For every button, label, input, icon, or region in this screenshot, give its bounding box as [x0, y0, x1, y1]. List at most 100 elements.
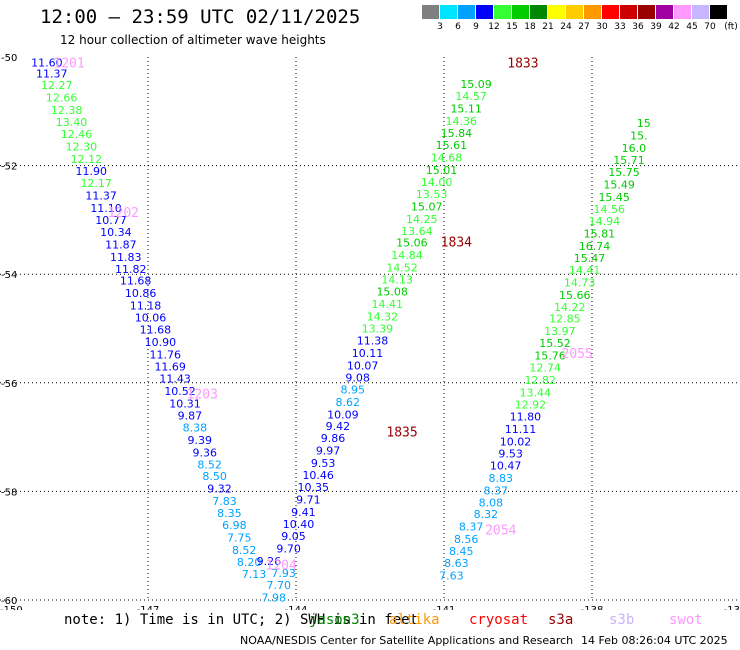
colorbar-swatch [620, 5, 638, 19]
colorbar-swatch [674, 5, 692, 19]
wave-height-label: 14.41 [569, 264, 601, 277]
wave-height-label: 14.13 [381, 274, 413, 287]
wave-height-label: 10.77 [95, 214, 127, 227]
wave-height-label: 10.86 [125, 287, 157, 300]
wave-height-label: 11.38 [357, 334, 389, 347]
wave-height-label: 7.98 [262, 591, 287, 604]
wave-height-label: 14.57 [455, 90, 487, 103]
y-tick-label: -50 [1, 53, 17, 64]
wave-height-label: 9.39 [188, 434, 213, 447]
x-tick-label: -138 [581, 605, 604, 610]
colorbar-tick-label: 18 [524, 22, 536, 32]
wave-height-label: 8.20 [237, 556, 262, 569]
wave-height-label: 14.52 [386, 262, 418, 275]
colorbar-swatch [548, 5, 566, 19]
x-tick-label: -150 [0, 605, 23, 610]
colorbar-swatch [440, 5, 458, 19]
wave-height-label: 10.31 [169, 397, 201, 410]
wave-height-label: 13.39 [362, 323, 394, 336]
wave-height-label: 6.98 [222, 519, 247, 532]
wave-height-label: 10.07 [347, 359, 379, 372]
colorbar-unit: (ft) [724, 22, 738, 32]
wave-height-label: 12.82 [524, 374, 556, 387]
colorbar-swatch [710, 5, 728, 19]
y-tick-label: -54 [1, 270, 17, 281]
colorbar-swatch [584, 5, 602, 19]
wave-height-label: 11.80 [510, 410, 542, 423]
pass-time-label: 1833 [507, 56, 538, 71]
wave-height-label: 15. [630, 130, 648, 143]
colorbar-tick-label: 27 [578, 22, 590, 32]
wave-height-label: 15.81 [584, 227, 616, 240]
wave-height-label: 14.00 [421, 176, 453, 189]
pass-time-label: 1201 [53, 56, 84, 71]
pass-time-label: 1203 [187, 388, 218, 403]
wave-height-label: 11.37 [85, 189, 117, 202]
wave-height-label: 11.37 [36, 67, 68, 80]
legend-item-cryosat: cryosat [469, 612, 529, 628]
wave-height-label: 9.86 [321, 432, 346, 445]
wave-height-label: 11.10 [90, 202, 122, 215]
wave-height-label: 10.06 [135, 312, 167, 325]
wave-height-label: 8.37 [484, 484, 509, 497]
y-tick-label: -52 [1, 162, 17, 173]
wave-height-label: 15.66 [559, 289, 591, 302]
wave-height-label: 8.08 [479, 496, 504, 509]
y-tick-label: -60 [1, 596, 17, 607]
wave-height-label: 14.94 [589, 215, 621, 228]
legend-item-swot: swot [669, 612, 703, 628]
colorbar-tick-label: 33 [614, 22, 626, 32]
colorbar-tick-label: 21 [542, 22, 554, 32]
colorbar-swatch [458, 5, 476, 19]
wave-height-label: 11.18 [130, 300, 162, 313]
wave-height-label: 10.11 [352, 347, 384, 360]
wave-height-label: 8.63 [444, 557, 469, 570]
wave-height-label: 9.53 [498, 447, 523, 460]
wave-height-label: 8.56 [454, 533, 479, 546]
wave-height-label: 7.93 [271, 567, 296, 580]
wave-height-label: 8.35 [217, 507, 242, 520]
wave-height-label: 7.70 [266, 579, 291, 592]
pass-time-label: 2054 [485, 523, 516, 538]
colorbar-tick-label: 9 [473, 22, 479, 32]
wave-height-label: 14.68 [431, 151, 463, 164]
colorbar-tick-label: 3 [437, 22, 443, 32]
wave-height-label: 10.09 [327, 408, 359, 421]
wave-height-label: 15.84 [441, 127, 473, 140]
wave-height-label: 15.06 [396, 237, 428, 250]
wave-height-label: 9.87 [178, 409, 203, 422]
wave-height-label: 9.41 [291, 506, 316, 519]
colorbar-tick-label: 30 [596, 22, 608, 32]
colorbar-tick-label: 24 [560, 22, 572, 32]
wave-height-label: 15.45 [598, 191, 630, 204]
wave-height-label: 7.13 [242, 568, 267, 581]
wave-height-label: 15.61 [436, 139, 468, 152]
wave-height-label: 12.85 [549, 313, 581, 326]
wave-height-label: 12.17 [80, 177, 112, 190]
wave-height-label: 15.49 [603, 179, 635, 192]
wave-height-label: 16.0 [622, 142, 647, 155]
x-tick-label: -13 [724, 605, 740, 610]
wave-height-label: 11.83 [110, 251, 142, 264]
colorbar-swatch [566, 5, 584, 19]
wave-height-label: 13.64 [401, 225, 433, 238]
wave-height-label: 15.76 [534, 350, 566, 363]
wave-height-label: 9.26 [257, 555, 282, 568]
colorbar-swatch [602, 5, 620, 19]
wave-height-label: 8.52 [197, 458, 222, 471]
wave-height-label: 11.76 [150, 349, 182, 362]
wave-height-label: 8.45 [449, 545, 474, 558]
wave-height-label: 15.52 [539, 337, 571, 350]
wave-height-label: 8.50 [202, 470, 227, 483]
y-tick-label: -56 [1, 379, 17, 390]
wave-height-label: 14.41 [372, 298, 404, 311]
wave-height-label: 12.66 [46, 92, 78, 105]
colorbar-swatch [494, 5, 512, 19]
wave-height-label: 14.73 [564, 276, 596, 289]
wave-height-label: 9.97 [316, 445, 341, 458]
wave-height-label: 8.38 [183, 421, 208, 434]
colorbar-tick-label: 15 [506, 22, 518, 32]
wave-height-label: 9.42 [326, 420, 351, 433]
wave-height-label: 12.74 [529, 362, 561, 375]
wave-height-label: 14.32 [367, 311, 399, 324]
